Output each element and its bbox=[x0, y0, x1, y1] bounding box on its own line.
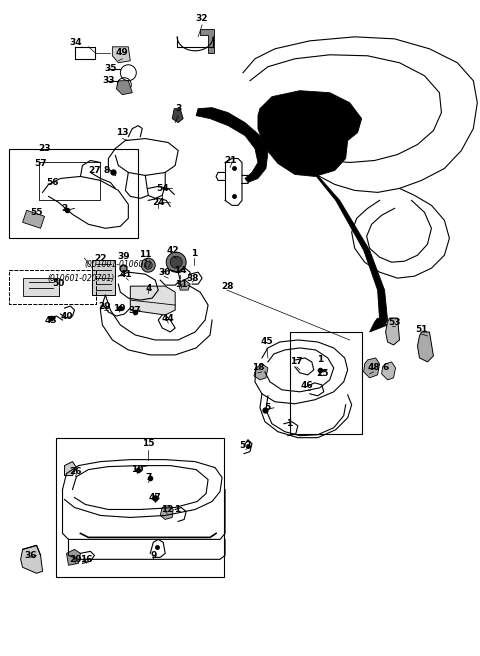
Polygon shape bbox=[112, 47, 130, 63]
Polygon shape bbox=[64, 462, 76, 476]
Text: 43: 43 bbox=[44, 316, 57, 325]
Text: 28: 28 bbox=[221, 281, 233, 291]
Text: 57: 57 bbox=[34, 159, 47, 168]
Text: 29: 29 bbox=[98, 302, 111, 310]
Bar bbox=[9, 148, 138, 238]
Polygon shape bbox=[254, 364, 268, 380]
Text: (001001-010601): (001001-010601) bbox=[84, 260, 152, 269]
Polygon shape bbox=[93, 260, 115, 295]
Text: 15: 15 bbox=[142, 439, 155, 448]
Polygon shape bbox=[200, 29, 214, 52]
Text: 33: 33 bbox=[102, 76, 115, 85]
Polygon shape bbox=[172, 109, 183, 123]
Text: 23: 23 bbox=[38, 144, 51, 153]
Text: 22: 22 bbox=[94, 254, 107, 262]
Bar bbox=[290, 332, 361, 434]
Polygon shape bbox=[160, 506, 173, 520]
Text: 36: 36 bbox=[24, 551, 37, 560]
Text: 42: 42 bbox=[167, 246, 180, 255]
Text: 26: 26 bbox=[69, 467, 82, 476]
Text: 9: 9 bbox=[150, 551, 156, 560]
Text: 48: 48 bbox=[367, 363, 380, 373]
Text: 32: 32 bbox=[196, 14, 208, 24]
Text: 1: 1 bbox=[317, 356, 323, 364]
Polygon shape bbox=[116, 81, 132, 94]
Text: 44: 44 bbox=[162, 314, 175, 323]
Text: 37: 37 bbox=[128, 306, 141, 315]
Polygon shape bbox=[21, 545, 43, 573]
Polygon shape bbox=[178, 280, 190, 290]
Bar bbox=[9, 270, 96, 304]
Text: 31: 31 bbox=[175, 279, 187, 289]
Text: 12: 12 bbox=[161, 505, 173, 514]
Text: 55: 55 bbox=[30, 208, 43, 217]
Polygon shape bbox=[382, 362, 396, 380]
Text: 3: 3 bbox=[175, 104, 181, 113]
Circle shape bbox=[170, 256, 182, 268]
Text: 7: 7 bbox=[145, 473, 152, 482]
Text: 30: 30 bbox=[158, 268, 170, 277]
Text: 14: 14 bbox=[174, 266, 187, 275]
Text: 17: 17 bbox=[290, 358, 303, 367]
Polygon shape bbox=[23, 211, 45, 228]
Text: 1: 1 bbox=[174, 505, 180, 514]
Polygon shape bbox=[196, 108, 268, 182]
Text: 39: 39 bbox=[117, 252, 130, 260]
Text: 45: 45 bbox=[261, 337, 273, 346]
Text: 49: 49 bbox=[116, 49, 129, 57]
Polygon shape bbox=[130, 286, 175, 315]
Text: (010601-020701): (010601-020701) bbox=[48, 274, 115, 283]
Text: 25: 25 bbox=[316, 369, 329, 379]
Polygon shape bbox=[23, 278, 59, 296]
Text: 35: 35 bbox=[104, 64, 117, 73]
Text: 56: 56 bbox=[46, 178, 59, 187]
Text: 52: 52 bbox=[240, 441, 252, 450]
Text: 54: 54 bbox=[156, 184, 168, 193]
Bar bbox=[56, 438, 224, 577]
Text: 51: 51 bbox=[415, 325, 428, 335]
Text: 53: 53 bbox=[388, 318, 401, 327]
Text: 47: 47 bbox=[149, 493, 162, 502]
Text: 20: 20 bbox=[69, 555, 82, 564]
Text: 11: 11 bbox=[139, 250, 152, 258]
Circle shape bbox=[141, 258, 155, 272]
Text: 10: 10 bbox=[131, 465, 144, 474]
Text: 34: 34 bbox=[69, 38, 82, 47]
Bar bbox=[9, 270, 96, 304]
Polygon shape bbox=[260, 91, 361, 140]
Circle shape bbox=[144, 261, 152, 269]
Text: 40: 40 bbox=[60, 312, 73, 321]
Text: 24: 24 bbox=[152, 198, 165, 207]
Text: 2: 2 bbox=[61, 204, 68, 213]
Polygon shape bbox=[370, 318, 387, 332]
Polygon shape bbox=[418, 332, 433, 362]
Text: 50: 50 bbox=[52, 279, 65, 287]
Text: 41: 41 bbox=[120, 270, 132, 279]
Polygon shape bbox=[67, 549, 81, 565]
Circle shape bbox=[166, 252, 186, 272]
Text: 27: 27 bbox=[88, 166, 101, 175]
Text: 4: 4 bbox=[145, 283, 152, 293]
Text: 21: 21 bbox=[224, 156, 236, 165]
Polygon shape bbox=[258, 100, 348, 176]
Polygon shape bbox=[306, 169, 387, 325]
Text: 1: 1 bbox=[286, 419, 292, 428]
Polygon shape bbox=[385, 318, 399, 345]
Text: 13: 13 bbox=[116, 128, 129, 137]
Text: 46: 46 bbox=[300, 381, 313, 390]
Text: 16: 16 bbox=[80, 555, 93, 564]
Text: 6: 6 bbox=[383, 363, 389, 373]
Text: 5: 5 bbox=[264, 403, 270, 412]
Text: 18: 18 bbox=[252, 363, 264, 373]
Text: 38: 38 bbox=[186, 274, 198, 283]
Polygon shape bbox=[364, 358, 380, 378]
Text: 19: 19 bbox=[113, 304, 126, 312]
Text: 8: 8 bbox=[103, 166, 109, 175]
Text: 1: 1 bbox=[191, 249, 197, 258]
